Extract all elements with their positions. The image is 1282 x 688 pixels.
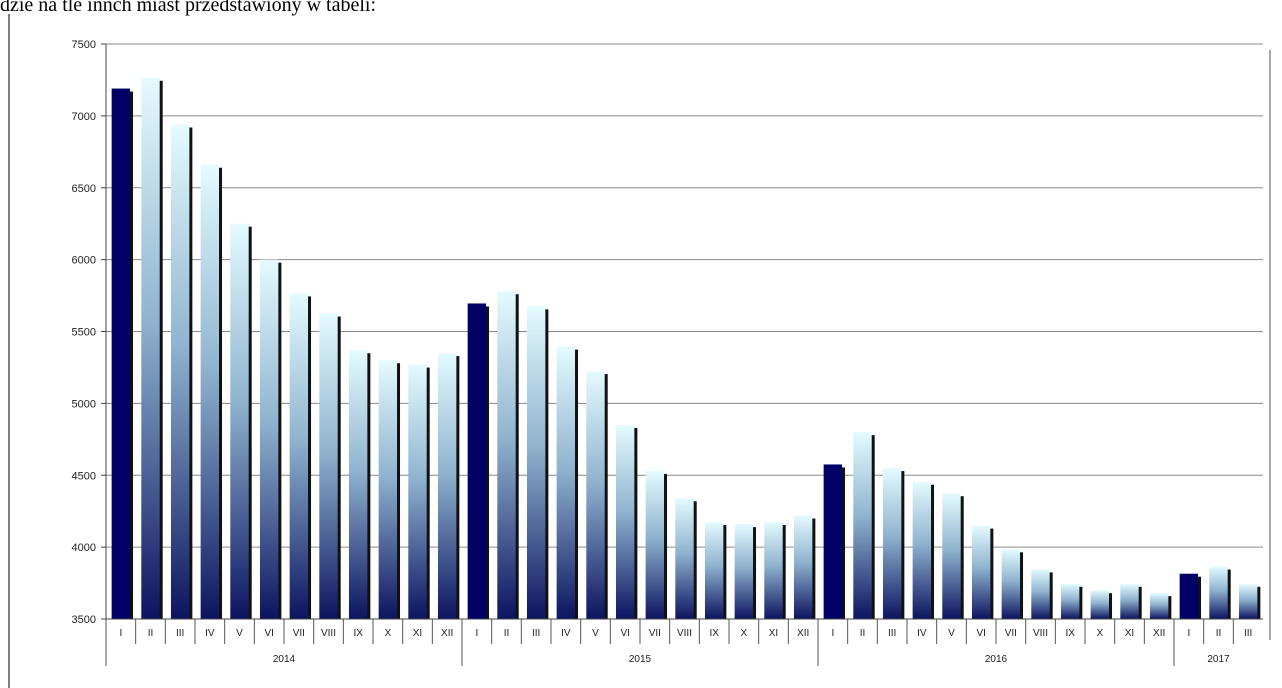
bar [1031, 569, 1050, 619]
x-tick-label: XII [441, 628, 453, 639]
y-tick-label: 4000 [72, 542, 96, 554]
x-tick-label: VIII [321, 628, 336, 639]
x-tick-label: II [148, 628, 154, 639]
bar [1090, 590, 1110, 619]
x-tick-label: XI [1125, 628, 1134, 639]
bar [497, 291, 516, 619]
bar [467, 303, 487, 619]
year-label: 2015 [629, 654, 652, 665]
bar [882, 468, 902, 619]
bar [645, 470, 665, 619]
bar [408, 364, 427, 619]
x-tick-label: V [948, 628, 955, 639]
x-tick-label: XI [769, 628, 778, 639]
bar [289, 293, 309, 619]
y-tick-label: 6000 [72, 255, 96, 267]
x-tick-label: VI [264, 628, 273, 639]
bar [615, 424, 635, 619]
x-tick-label: III [532, 628, 540, 639]
bar [319, 313, 338, 619]
x-tick-label: III [1244, 628, 1252, 639]
y-tick-label: 7000 [72, 111, 96, 123]
year-label: 2016 [985, 654, 1008, 665]
bar [764, 521, 783, 619]
bar [111, 88, 131, 619]
x-tick-label: VIII [1033, 628, 1048, 639]
x-tick-label: I [475, 628, 478, 639]
bar [971, 525, 991, 619]
x-tick-label: IV [561, 628, 571, 639]
bar [1001, 549, 1021, 619]
bar [675, 498, 694, 619]
x-tick-label: XII [797, 628, 809, 639]
bar-layer [111, 77, 1258, 619]
bar [1238, 583, 1258, 619]
axis-layer [8, 14, 1271, 688]
y-tick-label: 3500 [72, 614, 96, 626]
x-tick-label: II [1216, 628, 1222, 639]
x-tick-label: V [236, 628, 243, 639]
x-tick-label: I [119, 628, 122, 639]
bar [912, 481, 932, 619]
bar [586, 371, 605, 619]
bar [793, 515, 813, 619]
bar [1209, 566, 1228, 619]
x-tick-label: IV [917, 628, 927, 639]
x-tick-label: VII [293, 628, 305, 639]
x-tick-label: X [740, 628, 747, 639]
x-tick-label: X [1096, 628, 1103, 639]
bar [1060, 583, 1080, 619]
bar [1120, 583, 1139, 619]
x-tick-label: X [384, 628, 391, 639]
bar [704, 521, 724, 619]
x-tick-label: I [831, 628, 834, 639]
x-tick-label: IV [205, 628, 215, 639]
bar [230, 223, 249, 619]
x-tick-label: IX [1065, 628, 1075, 639]
y-tick-label: 5000 [72, 398, 96, 410]
bar [437, 353, 457, 619]
x-tick-label: VIII [677, 628, 692, 639]
bar [526, 306, 546, 619]
y-tick-label: 4500 [72, 470, 96, 482]
x-tick-label: VI [976, 628, 985, 639]
x-tick-label: V [592, 628, 599, 639]
x-tick-label: XII [1153, 628, 1165, 639]
bar [1179, 573, 1199, 619]
bar [734, 524, 754, 619]
bar [378, 360, 398, 619]
x-tick-label: VII [1005, 628, 1017, 639]
bar [556, 346, 576, 619]
bar [141, 77, 160, 619]
year-label: 2014 [273, 654, 296, 665]
x-tick-label: VI [620, 628, 629, 639]
bar [853, 432, 872, 619]
bar [942, 493, 961, 619]
x-tick-label: XI [413, 628, 422, 639]
bar [170, 124, 190, 619]
x-tick-label: III [888, 628, 896, 639]
x-tick-label: III [176, 628, 184, 639]
x-tick-label: IX [709, 628, 719, 639]
y-tick-label: 7500 [72, 39, 96, 51]
x-tick-label: I [1187, 628, 1190, 639]
bar [823, 464, 843, 619]
x-tick-label: II [860, 628, 866, 639]
y-tick-label: 5500 [72, 327, 96, 339]
x-tick-label: VII [649, 628, 661, 639]
bar [259, 259, 279, 619]
x-tick-label: IX [353, 628, 363, 639]
bar [348, 350, 368, 619]
bar [200, 164, 220, 619]
header-text: dzie na tle innch miast przedstawiony w … [0, 0, 376, 16]
x-tick-label: II [504, 628, 510, 639]
y-tick-label: 6500 [72, 183, 96, 195]
bar [1149, 593, 1169, 619]
year-label: 2017 [1207, 654, 1230, 665]
